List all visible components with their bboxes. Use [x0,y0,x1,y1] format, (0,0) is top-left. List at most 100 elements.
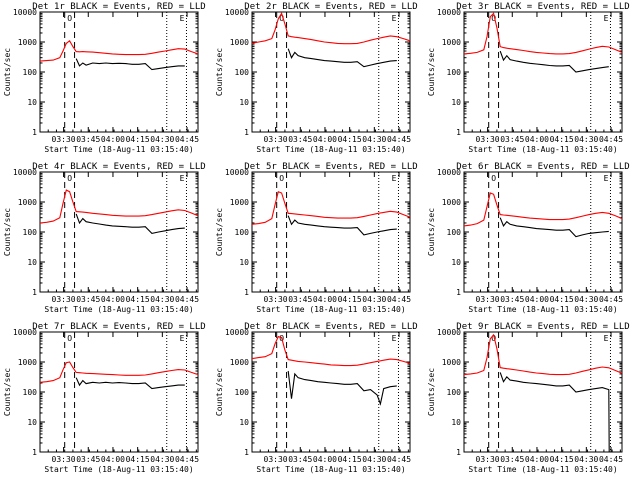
y-tick-label: 1 [32,448,37,457]
x-tick-label: 03:45 [288,135,312,144]
y-tick-label: 10000 [437,8,461,17]
y-tick-label: 10 [27,418,37,427]
events-series-line [75,213,185,235]
x-tick-label: 03:30 [264,295,288,304]
x-tick-label: 04:45 [387,295,411,304]
y-tick-label: 10 [27,258,37,267]
y-tick-label: 1000 [442,358,461,367]
x-tick-label: 03:30 [52,295,76,304]
lld-series-line [463,333,623,376]
y-tick-label: 1 [456,448,461,457]
y-tick-label: 100 [235,68,250,77]
x-axis-label: Start Time (18-Aug-11 03:15:40) [468,465,617,474]
lld-series-line [39,39,199,62]
y-tick-label: 100 [447,228,462,237]
x-tick-label: 04:15 [338,455,362,464]
panel-det-5: Det 5r BLACK = Events, RED = LLD 1 10 100 10… [215,162,418,314]
x-tick-label: 04:15 [338,135,362,144]
panel-title: Det 9r BLACK = Events, RED = LLD [456,322,629,332]
panel-det-9: Det 9r BLACK = Events, RED = LLD 1 10 100 10… [427,322,630,474]
y-tick-label: 1 [456,288,461,297]
events-series-line [287,215,397,236]
end-marker-label: E [604,334,609,343]
events-series-line [499,372,610,453]
y-tick-label: 1000 [442,198,461,207]
x-tick-label: 03:30 [476,455,500,464]
y-tick-label: 100 [23,388,38,397]
x-tick-label: 04:30 [362,135,386,144]
circle-marker-label: O [67,174,72,183]
y-tick-label: 1 [32,288,37,297]
end-marker-label: E [180,174,185,183]
y-tick-label: 10000 [225,8,249,17]
x-tick-label: 04:00 [525,455,549,464]
circle-marker-label: O [491,174,496,183]
y-tick-label: 100 [235,388,250,397]
x-tick-label: 04:45 [599,295,623,304]
y-tick-label: 1000 [230,198,249,207]
x-tick-label: 04:15 [338,295,362,304]
x-tick-label: 04:15 [126,455,150,464]
circle-marker-label: O [67,14,72,23]
x-tick-label: 03:45 [288,455,312,464]
x-tick-label: 03:45 [76,135,100,144]
y-tick-label: 10 [239,98,249,107]
panel-det-3: Det 3r BLACK = Events, RED = LLD 1 10 100 10… [427,2,630,154]
panel-det-8: Det 8r BLACK = Events, RED = LLD 1 10 100 10… [215,322,418,474]
lld-series-line [251,12,411,45]
events-series-line [287,48,397,68]
y-tick-label: 10000 [13,328,37,337]
plot-frame [251,171,411,293]
circle-marker-label: O [279,174,284,183]
end-marker-label: E [180,14,185,23]
y-tick-label: 10000 [13,168,37,177]
panel-det-4: Det 4r BLACK = Events, RED = LLD 1 10 100 10… [3,162,206,314]
x-tick-label: 04:30 [574,455,598,464]
lld-series-line [251,335,411,367]
x-tick-label: 04:15 [550,135,574,144]
lld-series-line [39,189,199,224]
y-tick-label: 1000 [230,38,249,47]
x-tick-label: 04:45 [387,455,411,464]
panel-title: Det 2r BLACK = Events, RED = LLD [244,2,417,12]
lld-series-line [39,361,199,383]
x-tick-label: 03:30 [476,295,500,304]
y-tick-label: 1000 [442,38,461,47]
x-tick-label: 03:45 [500,295,524,304]
panel-title: Det 7r BLACK = Events, RED = LLD [32,322,205,332]
y-axis-label: Counts/sec [215,368,224,416]
x-tick-label: 04:45 [599,455,623,464]
y-tick-label: 100 [23,68,38,77]
x-tick-label: 03:30 [264,455,288,464]
panel-title: Det 3r BLACK = Events, RED = LLD [456,2,629,12]
x-tick-label: 04:00 [313,295,337,304]
events-series-line [75,58,185,71]
y-tick-label: 1 [244,288,249,297]
y-tick-label: 1000 [18,358,37,367]
x-tick-label: 04:30 [150,295,174,304]
x-axis-label: Start Time (18-Aug-11 03:15:40) [256,305,405,314]
x-tick-label: 04:00 [525,295,549,304]
plot-frame [39,11,199,133]
y-tick-label: 1 [32,128,37,137]
x-tick-label: 04:00 [101,455,125,464]
x-tick-label: 04:00 [101,135,125,144]
x-tick-label: 04:30 [362,295,386,304]
y-tick-label: 10000 [225,168,249,177]
x-axis-label: Start Time (18-Aug-11 03:15:40) [256,465,405,474]
x-tick-label: 04:00 [525,135,549,144]
events-series-line [75,377,185,390]
y-tick-label: 100 [447,68,462,77]
panel-det-2: Det 2r BLACK = Events, RED = LLD 1 10 100 10… [215,2,418,154]
y-tick-label: 10000 [13,8,37,17]
x-tick-label: 03:30 [476,135,500,144]
x-tick-label: 04:15 [126,295,150,304]
y-tick-label: 1 [456,128,461,137]
x-tick-label: 04:45 [175,295,199,304]
x-tick-label: 04:15 [126,135,150,144]
x-axis-label: Start Time (18-Aug-11 03:15:40) [468,305,617,314]
x-tick-label: 04:30 [574,295,598,304]
end-marker-label: E [180,334,185,343]
panel-det-7: Det 7r BLACK = Events, RED = LLD 1 10 100 10… [3,322,206,474]
